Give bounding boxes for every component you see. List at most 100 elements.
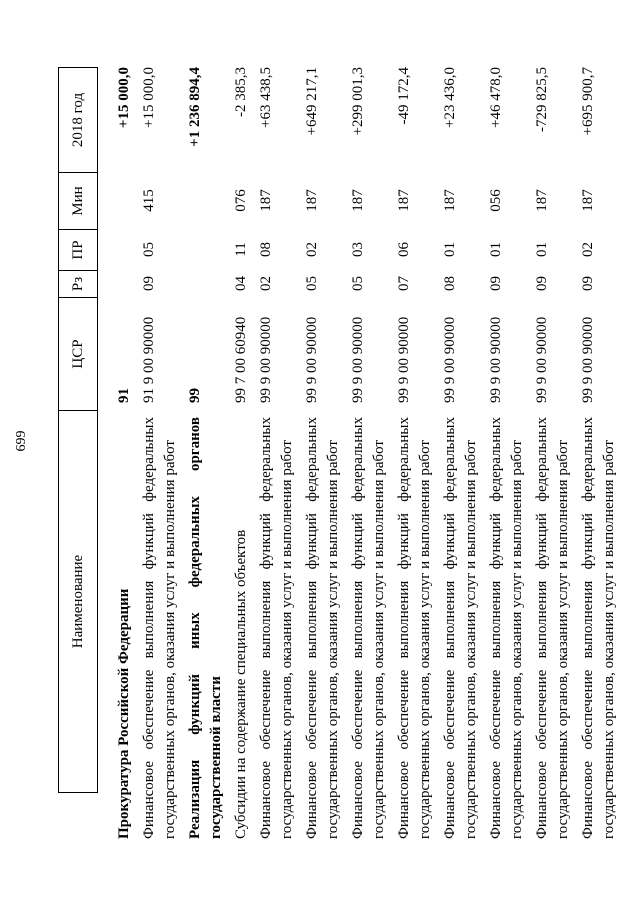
cell-amount: -2 385,3 <box>233 67 249 117</box>
column-header-name: Наименование <box>58 410 98 793</box>
cell-pr: 06 <box>396 242 412 257</box>
cell-rz: 08 <box>442 276 458 291</box>
cell-rz: 04 <box>233 276 249 291</box>
row-name-line: Финансовое обеспечение выполнения функци… <box>304 417 320 839</box>
cell-rz: 02 <box>258 276 274 291</box>
cell-amount: +1 236 894,4 <box>187 67 203 147</box>
table-row: Финансовое обеспечение выполнения функци… <box>137 67 183 839</box>
cell-amount: +63 438,5 <box>258 67 274 128</box>
cell-pr: 08 <box>258 242 274 257</box>
cell-amount: +649 217,1 <box>304 67 320 136</box>
table-row: Финансовое обеспечение выполнения функци… <box>576 67 622 839</box>
row-name-line: Финансовое обеспечение выполнения функци… <box>350 417 366 839</box>
cell-pr: 02 <box>304 242 320 257</box>
page-number: 699 <box>14 430 29 452</box>
cell-name: Финансовое обеспечение выполнения функци… <box>256 410 298 839</box>
cell-name: Прокуратура Российской Федерации <box>114 410 135 839</box>
cell-min: 187 <box>442 189 458 212</box>
table-row: Финансовое обеспечение выполнения функци… <box>438 67 484 839</box>
table-row: Финансовое обеспечение выполнения функци… <box>300 67 346 839</box>
cell-name: Финансовое обеспечение выполнения функци… <box>486 410 528 839</box>
cell-name: Субсидии на содержание специальных объек… <box>231 410 252 839</box>
row-name-line: государственных органов, оказания услуг … <box>509 440 525 839</box>
row-name-line: Прокуратура Российской Федерации <box>116 588 132 839</box>
cell-amount: +299 001,3 <box>350 67 366 136</box>
table-row: Финансовое обеспечение выполнения функци… <box>346 67 392 839</box>
cell-rz: 09 <box>580 276 596 291</box>
row-name-line: государственной власти <box>208 676 224 839</box>
row-name-line: государственных органов, оказания услуг … <box>555 440 571 839</box>
table-header-row: Наименование ЦСР Рз ПР Мин 2018 год <box>58 67 98 793</box>
cell-csr: 99 9 00 90000 <box>396 316 412 403</box>
cell-pr: 01 <box>488 242 504 257</box>
cell-name: Финансовое обеспечение выполнения функци… <box>302 410 344 839</box>
cell-min: 187 <box>258 189 274 212</box>
cell-rz: 05 <box>304 276 320 291</box>
cell-amount: +46 478,0 <box>488 67 504 128</box>
column-header-year: 2018 год <box>58 67 98 172</box>
cell-min: 187 <box>304 189 320 212</box>
row-name-line: государственных органов, оказания услуг … <box>162 440 178 839</box>
cell-amount: -49 172,4 <box>396 67 412 125</box>
cell-csr: 99 9 00 90000 <box>350 316 366 403</box>
row-name-line: государственных органов, оказания услуг … <box>417 440 433 839</box>
cell-min: 415 <box>141 189 157 212</box>
cell-csr: 99 9 00 90000 <box>580 316 596 403</box>
table-row: Финансовое обеспечение выполнения функци… <box>254 67 300 839</box>
cell-pr: 05 <box>141 242 157 257</box>
cell-csr: 91 9 00 90000 <box>141 316 157 403</box>
table-row: Финансовое обеспечение выполнения функци… <box>484 67 530 839</box>
row-name-line: Субсидии на содержание специальных объек… <box>233 529 249 839</box>
cell-pr: 11 <box>233 242 249 257</box>
cell-name: Финансовое обеспечение выполнения функци… <box>394 410 436 839</box>
row-name-line: государственных органов, оказания услуг … <box>325 440 341 839</box>
table-row: Прокуратура Российской Федерации 91 +15 00… <box>112 67 137 839</box>
cell-name: Финансовое обеспечение выполнения функци… <box>139 410 181 839</box>
table-row: Субсидии на содержание специальных объек… <box>229 67 254 839</box>
cell-min: 187 <box>580 189 596 212</box>
row-name-line: государственных органов, оказания услуг … <box>463 440 479 839</box>
cell-pr: 01 <box>442 242 458 257</box>
table-body: Прокуратура Российской Федерации 91 +15 00… <box>112 67 622 839</box>
table-row: Финансовое обеспечение выполнения функци… <box>392 67 438 839</box>
row-name-line: Финансовое обеспечение выполнения функци… <box>258 417 274 839</box>
row-name-line: Финансовое обеспечение выполнения функци… <box>141 417 157 839</box>
cell-rz: 05 <box>350 276 366 291</box>
cell-amount: +15 000,0 <box>116 67 132 129</box>
cell-rz: 09 <box>141 276 157 291</box>
cell-min: 187 <box>396 189 412 212</box>
cell-csr: 99 7 00 60940 <box>233 316 249 403</box>
cell-csr: 99 9 00 90000 <box>304 316 320 403</box>
row-name-line: Финансовое обеспечение выполнения функци… <box>580 417 596 839</box>
cell-rz: 09 <box>488 276 504 291</box>
cell-amount: +695 900,7 <box>580 67 596 136</box>
cell-csr: 99 <box>187 388 203 403</box>
cell-rz: 09 <box>534 276 550 291</box>
row-name-line: государственных органов, оказания услуг … <box>601 440 617 839</box>
row-name-line: государственных органов, оказания услуг … <box>371 440 387 839</box>
cell-csr: 99 9 00 90000 <box>258 316 274 403</box>
cell-name: Финансовое обеспечение выполнения функци… <box>348 410 390 839</box>
cell-min: 076 <box>233 189 249 212</box>
cell-csr: 91 <box>116 388 132 403</box>
cell-amount: +23 436,0 <box>442 67 458 128</box>
row-name-line: Финансовое обеспечение выполнения функци… <box>488 417 504 839</box>
row-name-line: Реализация функций иных федеральных орга… <box>187 417 203 839</box>
cell-amount: -729 825,5 <box>534 67 550 132</box>
cell-min: 056 <box>488 189 504 212</box>
cell-name: Финансовое обеспечение выполнения функци… <box>578 410 620 839</box>
row-name-line: Финансовое обеспечение выполнения функци… <box>534 417 550 839</box>
cell-csr: 99 9 00 90000 <box>534 316 550 403</box>
column-header-min: Мин <box>58 172 98 229</box>
column-header-rz: Рз <box>58 270 98 297</box>
cell-csr: 99 9 00 90000 <box>488 316 504 403</box>
cell-name: Реализация функций иных федеральных орга… <box>185 410 227 839</box>
cell-pr: 03 <box>350 242 366 257</box>
cell-min: 187 <box>350 189 366 212</box>
row-name-line: Финансовое обеспечение выполнения функци… <box>396 417 412 839</box>
table-row: Реализация функций иных федеральных орга… <box>183 67 229 839</box>
cell-pr: 01 <box>534 242 550 257</box>
row-name-line: Финансовое обеспечение выполнения функци… <box>442 417 458 839</box>
cell-rz: 07 <box>396 276 412 291</box>
